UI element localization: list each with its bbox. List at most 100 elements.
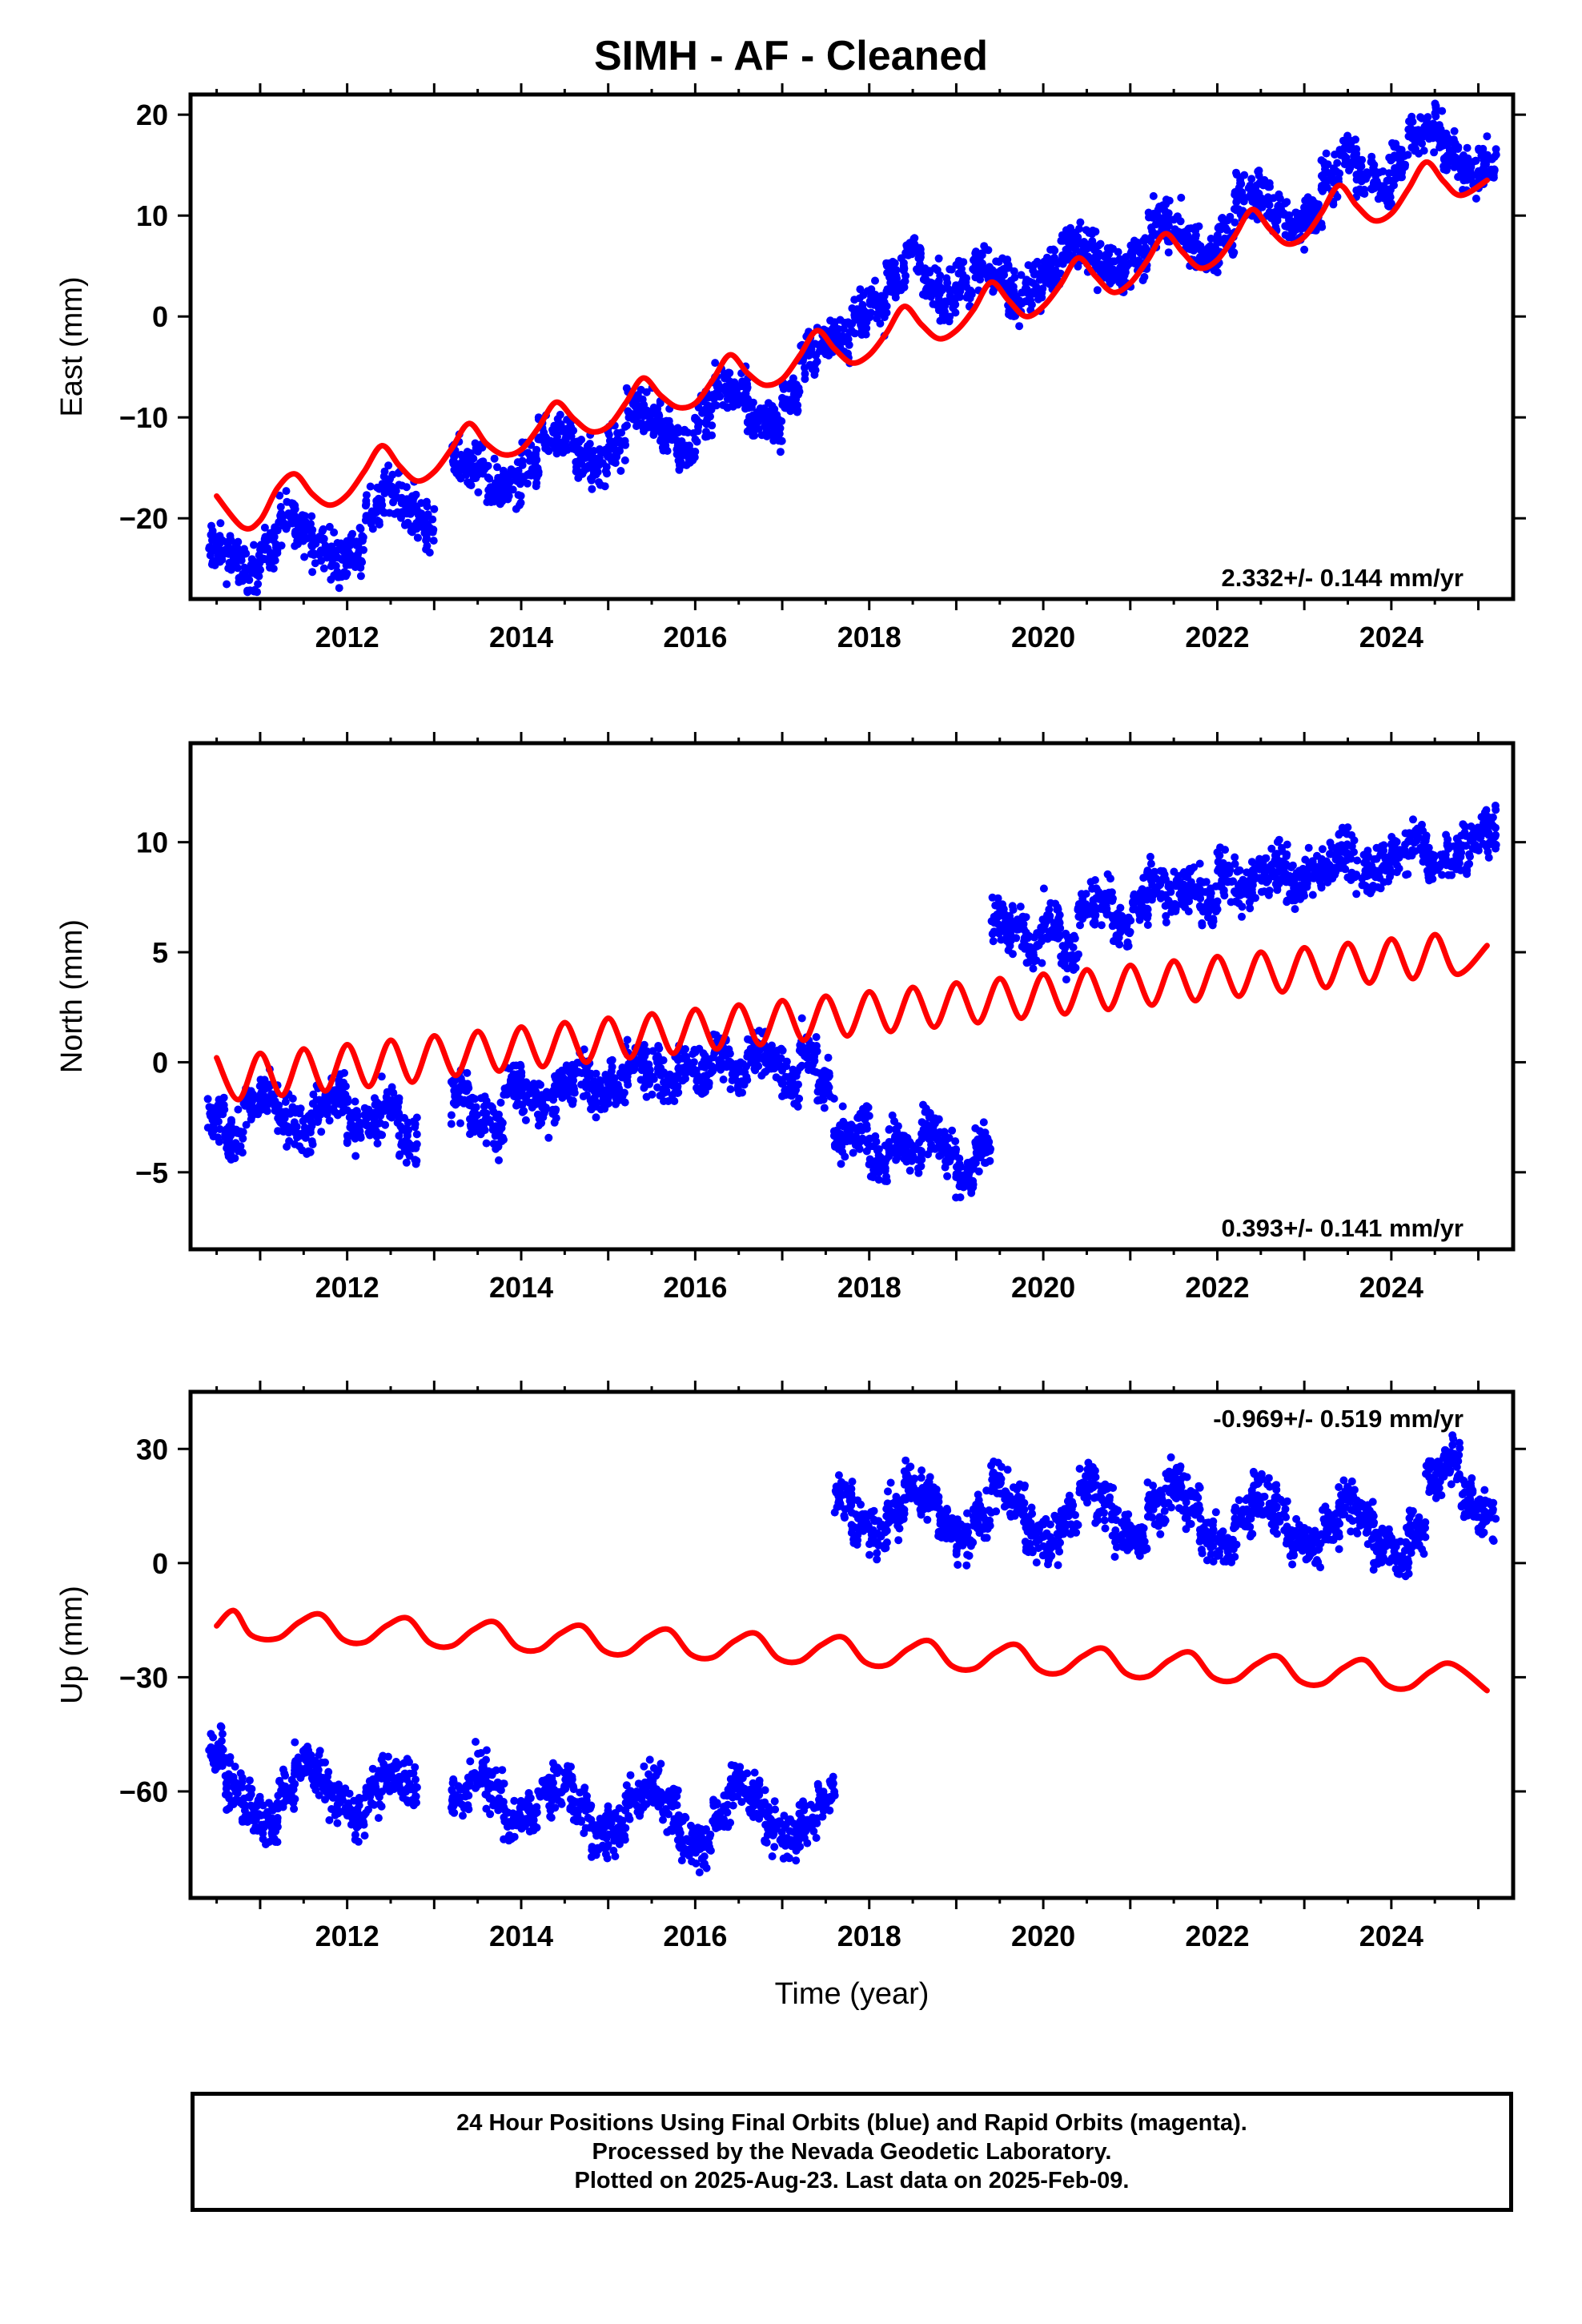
north-data-point — [829, 1102, 857, 1168]
north-model-line — [214, 931, 1490, 1103]
footer-line-2: Processed by the Nevada Geodetic Laborat… — [592, 2139, 1112, 2165]
up-data-point — [1162, 1453, 1186, 1513]
east-data-point — [970, 242, 996, 295]
up-data-point — [1056, 1491, 1082, 1538]
east-data-point — [291, 511, 317, 561]
east-x-tick-label: 2016 — [663, 621, 727, 653]
east-data-point — [255, 523, 282, 573]
north-x-tick-label: 2022 — [1185, 1271, 1249, 1304]
east-data-point — [587, 445, 612, 493]
north-data-point — [273, 1090, 299, 1151]
east-y-tick-label: −10 — [119, 401, 168, 434]
north-data-point — [516, 1068, 544, 1124]
north-data-point — [813, 1053, 838, 1112]
up-rate-label: -0.969+/- 0.519 mm/yr — [1213, 1405, 1464, 1433]
footer-line-3: Plotted on 2025-Aug-23. Last data on 202… — [574, 2168, 1130, 2193]
east-data-point — [221, 532, 247, 589]
up-data-point — [464, 1738, 491, 1800]
up-data-point — [1422, 1457, 1448, 1502]
north-x-tick-label: 2012 — [315, 1271, 379, 1304]
east-data-point — [1195, 235, 1222, 277]
north-data-point — [203, 1093, 229, 1146]
up-data-point — [969, 1486, 996, 1542]
up-data-point — [745, 1768, 769, 1823]
east-data-point — [761, 399, 786, 456]
north-data-point — [970, 1118, 995, 1176]
up-y-axis-label: Up (mm) — [55, 1586, 89, 1704]
north-data-point — [1404, 815, 1431, 866]
east-data-point — [1422, 99, 1447, 157]
north-frame — [188, 741, 1516, 1252]
east-data-points — [205, 99, 1500, 597]
east-x-tick-label: 2018 — [837, 621, 901, 653]
up-data-point — [987, 1458, 1013, 1516]
up-data-point — [691, 1823, 715, 1877]
north-data-point — [1108, 903, 1134, 951]
up-x-tick-label: 2016 — [663, 1920, 727, 1952]
east-data-point — [361, 482, 387, 533]
east-data-point — [952, 256, 978, 311]
up-data-point — [673, 1811, 698, 1866]
north-data-point — [1370, 840, 1396, 893]
east-data-point — [327, 528, 351, 593]
north-data-point — [900, 1132, 926, 1177]
east-y-axis-label: East (mm) — [55, 276, 89, 416]
up-data-point — [1143, 1478, 1170, 1538]
north-data-point — [395, 1113, 421, 1168]
north-data-point — [795, 1014, 821, 1076]
east-data-point — [1039, 245, 1065, 294]
up-data-point — [569, 1783, 596, 1837]
up-data-point — [934, 1504, 961, 1543]
east-rate-label: 2.332+/- 0.144 mm/yr — [1222, 564, 1464, 592]
north-data-point — [604, 1055, 630, 1108]
up-data-point — [1282, 1514, 1309, 1569]
up-x-tick-label: 2014 — [489, 1920, 553, 1952]
east-data-point — [778, 374, 804, 416]
up-data-point — [1038, 1511, 1065, 1570]
north-data-point — [1056, 929, 1082, 984]
north-y-tick-label: 0 — [152, 1046, 168, 1079]
north-data-point — [1300, 843, 1326, 899]
north-data-point — [1474, 802, 1500, 862]
up-data-point — [1474, 1486, 1500, 1546]
north-data-point — [221, 1105, 247, 1164]
up-data-points — [205, 1431, 1500, 1877]
up-data-point — [1387, 1523, 1413, 1581]
north-data-point — [1195, 878, 1222, 930]
up-data-point — [1004, 1480, 1029, 1526]
east-data-point — [865, 276, 891, 340]
up-data-point — [1195, 1508, 1222, 1566]
east-data-point — [307, 522, 334, 577]
east-data-point — [1352, 152, 1379, 201]
east-data-point — [1317, 149, 1344, 209]
up-data-point — [482, 1766, 508, 1819]
up-data-point — [361, 1764, 387, 1823]
up-model-line — [214, 1607, 1490, 1694]
east-panel: 2012 2014 2016 2018 2020 2022 2024 −20 −10 0 10 20 E… — [55, 83, 1526, 653]
east-data-point — [1021, 257, 1047, 316]
east-data-point — [1387, 139, 1412, 190]
north-x-tick-label: 2016 — [663, 1271, 727, 1304]
north-data-point — [1440, 830, 1466, 879]
north-y-tick-label: 10 — [136, 826, 168, 859]
north-data-point — [691, 1044, 717, 1098]
north-data-point — [291, 1104, 317, 1158]
north-data-point — [656, 1052, 683, 1105]
up-y-tick-label: −60 — [119, 1775, 168, 1808]
north-x-tick-label: 2014 — [489, 1271, 553, 1304]
up-data-point — [656, 1784, 682, 1836]
up-x-tick-label: 2022 — [1185, 1920, 1249, 1952]
up-data-point — [917, 1473, 943, 1524]
north-data-point — [726, 1058, 752, 1097]
east-y-tick-label: −20 — [119, 502, 168, 535]
north-y-axis-label: North (mm) — [55, 919, 89, 1073]
up-data-point — [813, 1772, 839, 1823]
up-data-point — [205, 1722, 230, 1774]
up-data-point — [1265, 1481, 1291, 1538]
east-x-tick-label: 2020 — [1011, 621, 1075, 653]
north-data-point — [255, 1065, 282, 1116]
up-frame — [188, 1389, 1516, 1900]
east-data-point — [412, 497, 439, 557]
east-data-point — [499, 458, 525, 513]
